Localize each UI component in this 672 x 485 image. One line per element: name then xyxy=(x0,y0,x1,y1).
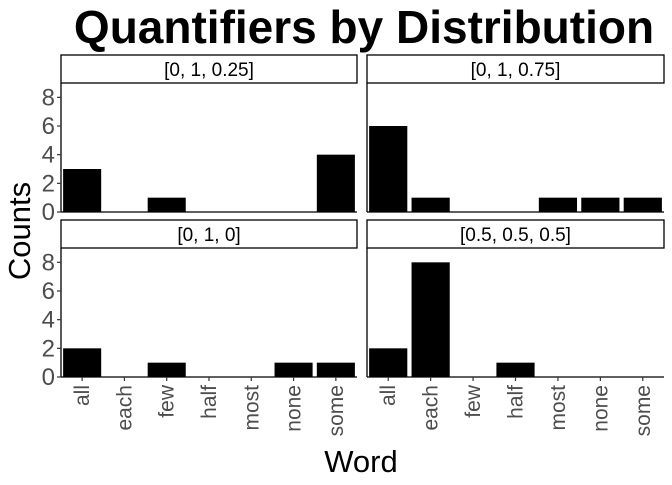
bar-all xyxy=(63,169,102,212)
y-tick-label: 6 xyxy=(42,113,55,140)
x-tick-label: each xyxy=(420,385,443,431)
bar-all xyxy=(369,348,408,377)
bar-all xyxy=(63,348,102,377)
facet-strip xyxy=(60,219,358,249)
x-tick-label: half xyxy=(505,385,528,419)
bar-few xyxy=(147,362,186,377)
facet-strip-label: [0, 1, 0] xyxy=(177,225,240,246)
y-tick-label: 2 xyxy=(42,170,55,197)
bar-some xyxy=(623,197,662,212)
y-tick-label: 0 xyxy=(42,364,55,391)
x-tick-label: few xyxy=(156,384,179,418)
bar-all xyxy=(369,126,408,212)
bar-none xyxy=(274,362,313,377)
y-tick-label: 4 xyxy=(42,142,55,169)
y-tick-label: 4 xyxy=(42,307,55,334)
y-tick-label: 8 xyxy=(42,84,55,111)
y-tick-label: 2 xyxy=(42,335,55,362)
bar-some xyxy=(316,362,355,377)
x-tick-label: all xyxy=(71,385,94,406)
bar-some xyxy=(316,154,355,212)
x-tick-label: most xyxy=(547,385,570,431)
y-tick-label: 8 xyxy=(42,249,55,276)
facet-strip-label: [0, 1, 0.25] xyxy=(164,60,254,81)
bar-half xyxy=(496,362,535,377)
facet-strip xyxy=(60,54,358,84)
facet-strip xyxy=(366,219,665,249)
facet-strip-label: [0, 1, 0.75] xyxy=(471,60,561,81)
bar-most xyxy=(538,197,578,212)
facet-strip xyxy=(366,54,665,84)
x-tick-label: half xyxy=(198,385,221,419)
x-tick-label: some xyxy=(632,385,655,436)
bar-few xyxy=(147,197,186,212)
bar-none xyxy=(581,197,620,212)
y-tick-label: 0 xyxy=(42,199,55,226)
x-tick-label: all xyxy=(377,385,400,406)
bar-each xyxy=(411,262,450,377)
x-tick-label: some xyxy=(325,385,348,436)
x-tick-label: none xyxy=(589,385,612,432)
x-tick-label: most xyxy=(240,385,263,431)
x-tick-label: each xyxy=(113,385,136,431)
x-axis-title: Word xyxy=(324,444,398,479)
chart-title: Quantifiers by Distribution xyxy=(74,1,654,53)
y-tick-label: 6 xyxy=(42,278,55,305)
y-axis-title: Counts xyxy=(2,182,37,280)
x-tick-label: none xyxy=(283,385,306,432)
x-tick-label: few xyxy=(462,384,485,418)
bar-each xyxy=(411,197,450,212)
facet-strip-label: [0.5, 0.5, 0.5] xyxy=(460,225,571,246)
